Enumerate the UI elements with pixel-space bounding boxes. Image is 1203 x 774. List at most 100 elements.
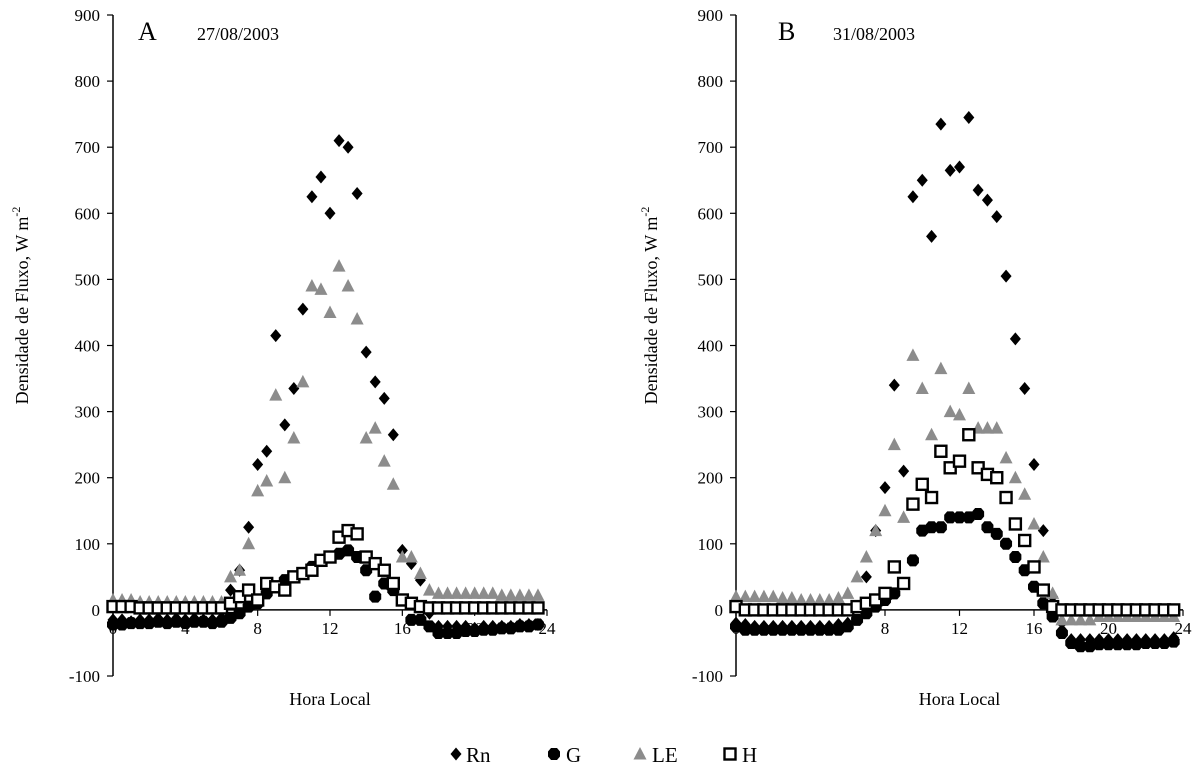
- panel-a-g-point: [143, 617, 156, 630]
- panel-a-g-point: [486, 623, 499, 636]
- panel-a-le-point: [404, 550, 418, 563]
- panel-a-rn-point: [378, 391, 390, 405]
- panel-b-le-point: [850, 569, 864, 583]
- panel-b-y-tick-label: 0: [715, 601, 724, 620]
- panel-b-g-point: [1074, 640, 1087, 653]
- panel-a-le-point: [495, 588, 509, 601]
- panel-b-rn-point: [944, 163, 956, 177]
- panel-b-le-point: [915, 381, 929, 394]
- panel-b-h-point: [1166, 603, 1181, 617]
- panel-b-g-point: [906, 554, 919, 567]
- panel-a-y-tick-label: 400: [75, 337, 101, 356]
- panel-b-g-point: [785, 623, 798, 636]
- legend-item-g: G: [548, 743, 581, 767]
- panel-a-le-point: [432, 586, 445, 599]
- panel-b-h-point: [990, 471, 1004, 485]
- legend-rn-marker: [450, 747, 462, 761]
- legend-le-marker-shape: [633, 747, 647, 760]
- panel-a-le-point: [504, 588, 518, 601]
- panel-b-le-point: [804, 592, 817, 606]
- panel-a-rn-point: [315, 170, 327, 184]
- panel-a-g-point: [414, 613, 427, 626]
- panel-b-g-point: [944, 511, 957, 524]
- panel-a-g-point: [468, 625, 481, 638]
- panel-a-le-point: [305, 279, 319, 292]
- panel-a-x-label: Hora Local: [289, 689, 370, 709]
- panel-b-y-tick-label: 500: [698, 270, 724, 289]
- panel-a-y-label: Densidade de Fluxo, W m-2: [9, 207, 32, 405]
- panel-b-g-point: [1149, 636, 1162, 649]
- panel-b-g-point: [1055, 627, 1068, 640]
- panel-b-g-point: [972, 508, 985, 521]
- panel-b-y-label: Densidade de Fluxo, W m-2: [638, 207, 661, 405]
- panel-b-h-point: [1008, 517, 1023, 531]
- panel-b-y-tick-label: 400: [698, 337, 724, 356]
- panel-b-rn-point: [860, 570, 872, 584]
- panel-a-y-tick-label: -100: [69, 667, 100, 686]
- panel-a-marks: [106, 134, 545, 640]
- panel-a-g-point: [161, 617, 174, 630]
- panel-b-g-point: [1083, 640, 1096, 653]
- panel-a-g-point: [116, 618, 129, 631]
- panel-b-g-point: [851, 613, 864, 626]
- panel-a-g-point: [197, 615, 210, 628]
- panel-a-g-point: [170, 615, 183, 628]
- panel-a-le-point: [287, 431, 301, 444]
- panel-a-y-tick-label: 300: [75, 403, 101, 422]
- panel-b-le-point: [869, 523, 883, 537]
- panel-b-g-point: [739, 623, 752, 636]
- panel-b-g-point: [953, 511, 966, 524]
- panel-b-rn-point: [1037, 524, 1049, 538]
- panel-b-x-tick-label: 20: [1100, 619, 1117, 638]
- panel-b-letter: B: [778, 17, 795, 46]
- panel-a-rn-point: [297, 302, 309, 316]
- panel-a-g-point: [522, 620, 535, 633]
- panel-b-rn-point: [1019, 381, 1031, 395]
- panel-a-y-label-sup: -2: [9, 207, 23, 217]
- panel-b-y-tick-label: 200: [698, 469, 724, 488]
- panel-b-le-point: [953, 407, 966, 421]
- panel-a-le-point: [522, 588, 536, 601]
- panel-a-le-point: [242, 536, 256, 550]
- panel-b-g-point: [832, 623, 845, 636]
- panel-b-y-tick-label: 800: [698, 72, 724, 91]
- panel-b-h-point: [924, 490, 939, 505]
- panel-b-rn-point: [963, 110, 975, 124]
- panel-b-h-point: [999, 490, 1013, 505]
- panel-a-le-point: [314, 282, 328, 295]
- legend-g-marker-shape: [548, 748, 560, 760]
- panel-b-rn-point: [1009, 332, 1021, 346]
- panel-b-g-point: [776, 623, 789, 636]
- panel-a-g-point: [513, 620, 526, 633]
- panel-b-rn-point: [935, 117, 947, 131]
- panel-b-le-point: [729, 589, 743, 603]
- panel-b-le-point: [748, 589, 762, 603]
- panel-a-g-point: [134, 617, 147, 630]
- panel-b-x-tick-label: 24: [1175, 619, 1193, 638]
- panel-b-g-point: [1111, 638, 1124, 651]
- panel-b-h-point: [952, 454, 967, 468]
- panel-a-le-point: [450, 586, 464, 599]
- panel-a-h-point: [386, 576, 400, 591]
- panel-a-le-point: [377, 454, 391, 467]
- panel-b-le-point: [1027, 516, 1041, 530]
- legend-g-marker: [548, 748, 560, 760]
- panel-b-g-point: [934, 521, 947, 534]
- panel-b-le-point: [887, 437, 901, 451]
- panel-a-g-point: [152, 615, 165, 628]
- panel-b-h-point: [1036, 583, 1051, 597]
- panel-a-le-point: [278, 470, 292, 484]
- panel-b-x-tick-label: 12: [951, 619, 968, 638]
- panel-a-g-point: [188, 615, 201, 628]
- panel-b-rn-point: [907, 190, 919, 204]
- panel-a-y-tick-label: 100: [75, 535, 101, 554]
- legend-h-marker: [723, 747, 737, 761]
- panel-a-h-point: [323, 550, 337, 564]
- panel-a-h-point: [350, 527, 364, 541]
- panel-a-le-point: [224, 569, 238, 583]
- panel-b-g-point: [916, 524, 929, 537]
- panel-a-g-point: [495, 622, 508, 635]
- panel-b-rn-point: [926, 229, 938, 243]
